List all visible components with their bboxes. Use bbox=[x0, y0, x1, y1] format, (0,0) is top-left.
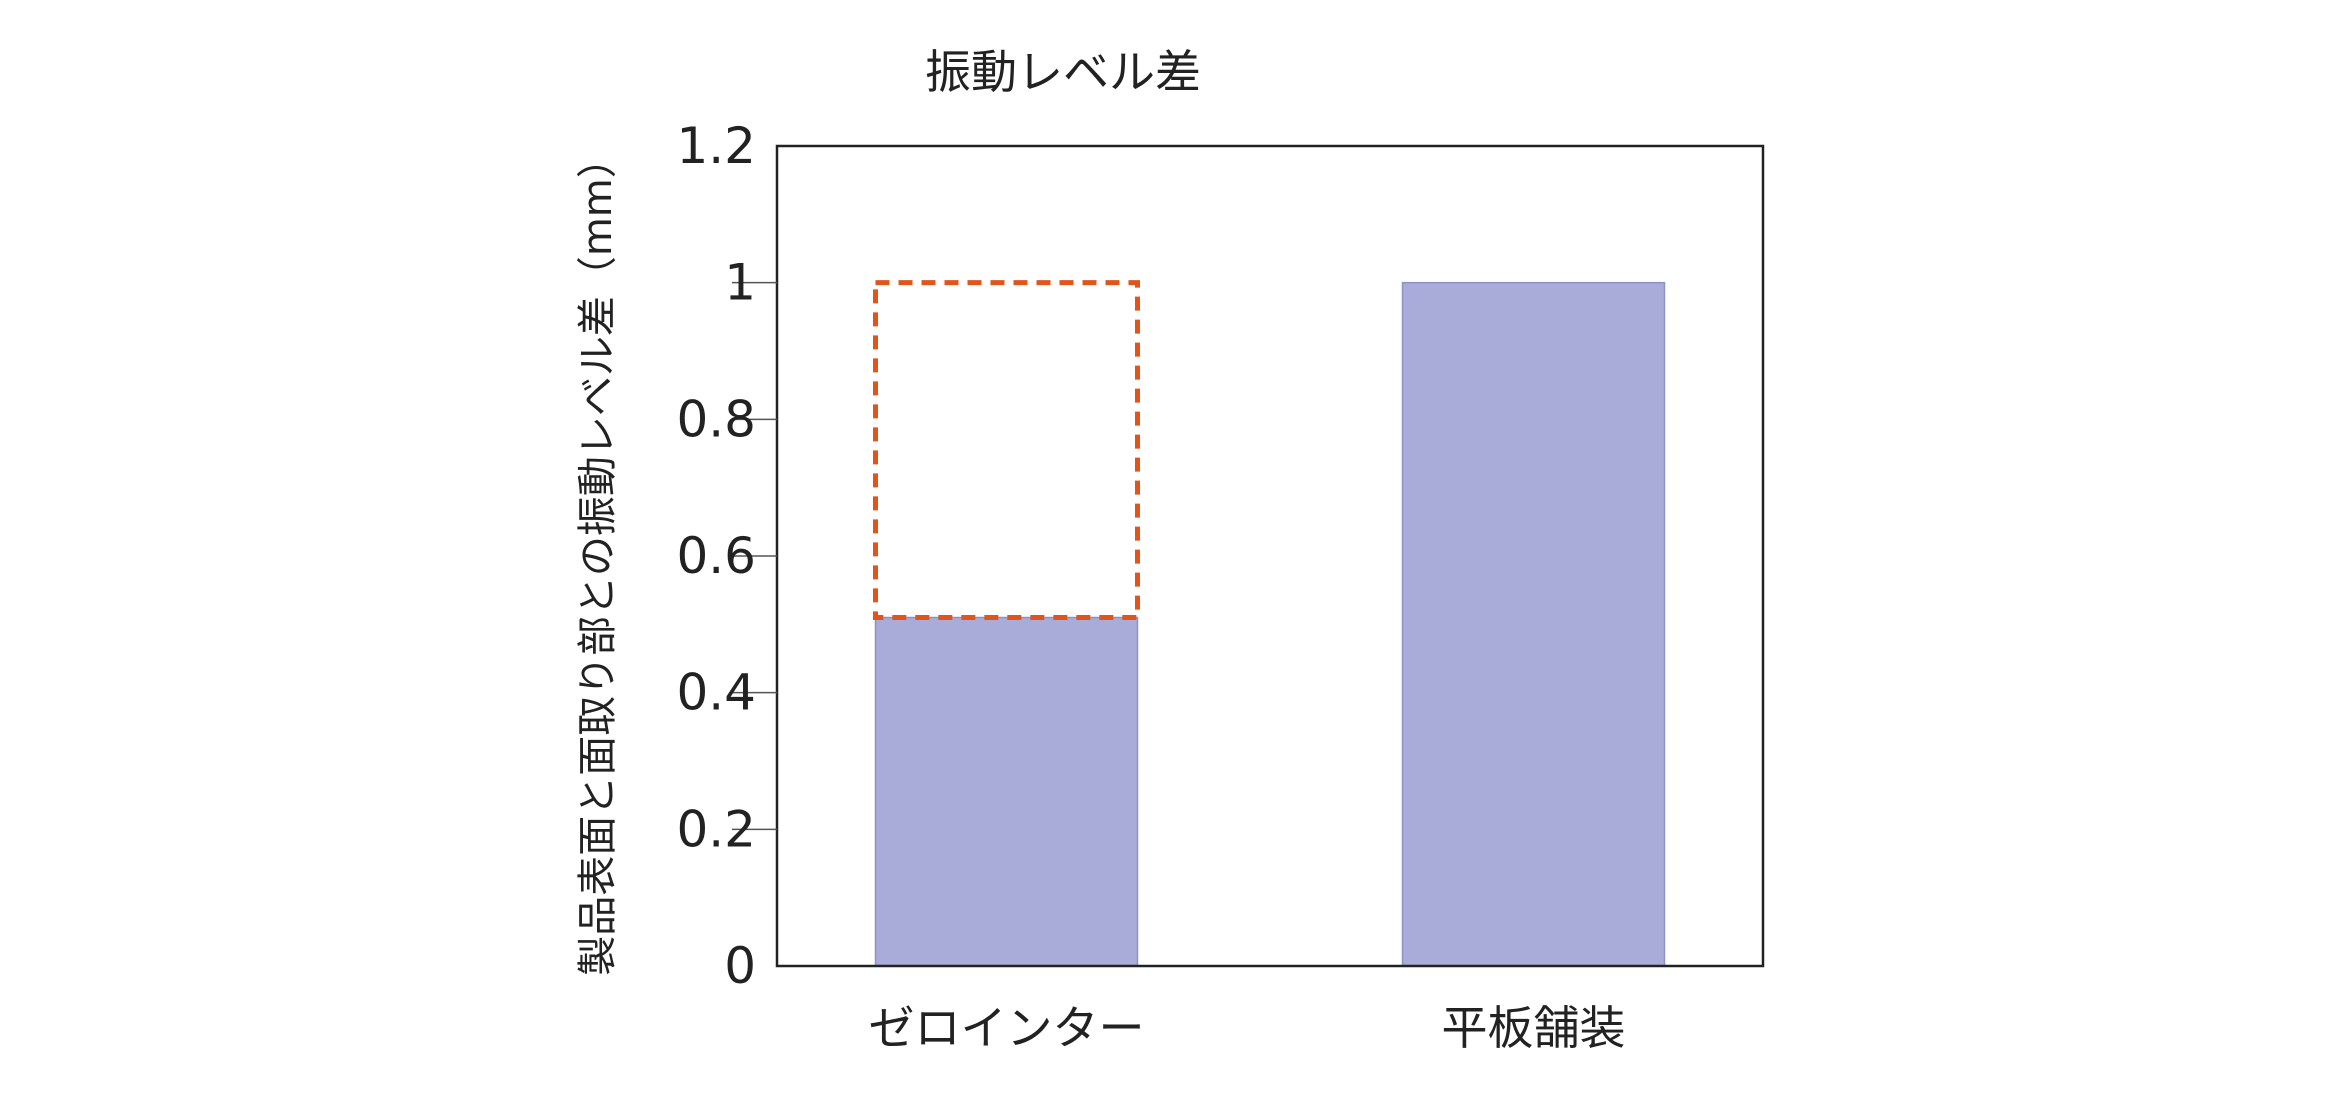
y-tick-label-2: 0.4 bbox=[676, 664, 756, 722]
x-category-label-2: 平板舗装 bbox=[1442, 1001, 1626, 1055]
y-tick-label-0: 0 bbox=[724, 937, 756, 995]
x-category-label-1: ゼロインター bbox=[869, 1001, 1145, 1055]
y-tick-label-6: 1.2 bbox=[676, 117, 756, 175]
y-tick-label-4: 0.8 bbox=[676, 390, 756, 448]
reference-outline-dashed bbox=[873, 280, 1140, 620]
chart-title: 振動レベル差 bbox=[925, 45, 1201, 99]
y-tick-label-3: 0.6 bbox=[676, 527, 756, 585]
bar-2 bbox=[1401, 281, 1666, 967]
bar-1 bbox=[874, 616, 1139, 967]
y-axis-label: 製品表面と面取り部との振動レベル差（mm） bbox=[575, 138, 621, 976]
y-tick-label-1: 0.2 bbox=[676, 800, 756, 858]
y-tick-label-5: 1 bbox=[724, 254, 756, 312]
